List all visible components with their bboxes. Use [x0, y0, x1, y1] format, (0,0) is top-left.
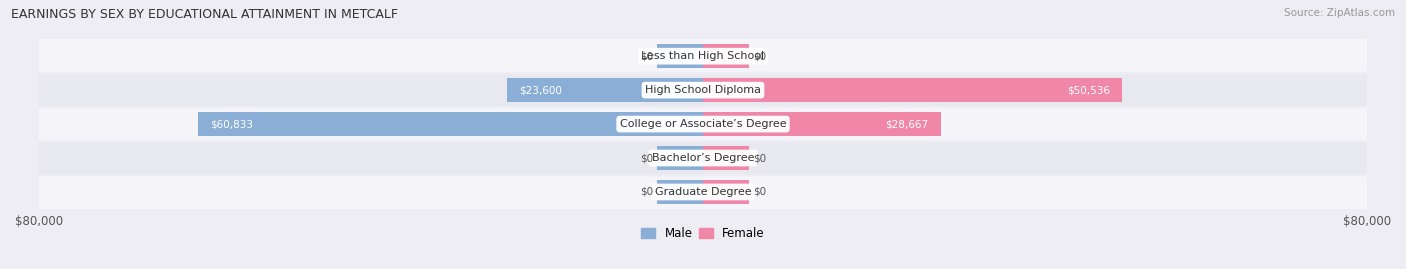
Text: Bachelor’s Degree: Bachelor’s Degree — [652, 153, 754, 163]
Text: $0: $0 — [752, 187, 766, 197]
Text: $60,833: $60,833 — [211, 119, 253, 129]
Text: Graduate Degree: Graduate Degree — [655, 187, 751, 197]
Text: High School Diploma: High School Diploma — [645, 85, 761, 95]
Bar — [703, 44, 748, 68]
Bar — [658, 180, 703, 204]
Bar — [658, 146, 703, 170]
Bar — [703, 78, 1122, 102]
Text: Less than High School: Less than High School — [641, 51, 765, 61]
Bar — [39, 39, 1367, 73]
Text: $0: $0 — [640, 51, 654, 61]
Text: $0: $0 — [752, 153, 766, 163]
Text: $0: $0 — [752, 51, 766, 61]
Bar — [39, 73, 1367, 107]
Bar — [703, 112, 941, 136]
Bar — [39, 175, 1367, 209]
Text: College or Associate’s Degree: College or Associate’s Degree — [620, 119, 786, 129]
Text: $28,667: $28,667 — [886, 119, 928, 129]
Legend: Male, Female: Male, Female — [641, 227, 765, 240]
Bar — [658, 44, 703, 68]
Text: $0: $0 — [640, 187, 654, 197]
Bar — [703, 180, 748, 204]
Bar — [508, 78, 703, 102]
Text: $23,600: $23,600 — [520, 85, 562, 95]
Bar — [198, 112, 703, 136]
Text: $0: $0 — [640, 153, 654, 163]
Text: EARNINGS BY SEX BY EDUCATIONAL ATTAINMENT IN METCALF: EARNINGS BY SEX BY EDUCATIONAL ATTAINMEN… — [11, 8, 398, 21]
Bar — [703, 146, 748, 170]
Text: Source: ZipAtlas.com: Source: ZipAtlas.com — [1284, 8, 1395, 18]
Bar — [39, 141, 1367, 175]
Text: $50,536: $50,536 — [1067, 85, 1109, 95]
Bar — [39, 107, 1367, 141]
